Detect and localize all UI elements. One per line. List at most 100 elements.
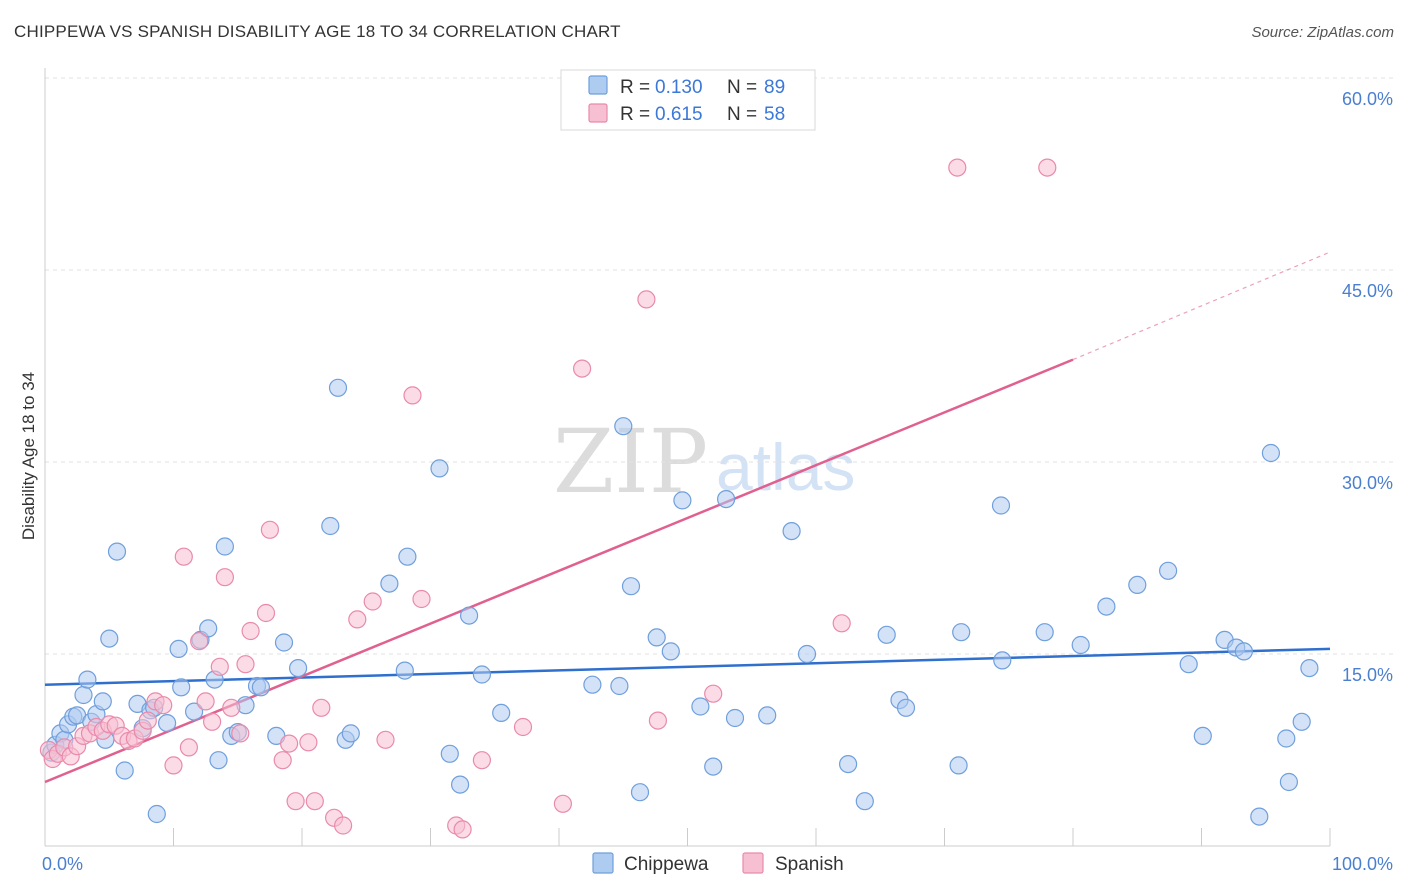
y-tick-label: 30.0% — [1342, 473, 1393, 493]
chippewa-point — [147, 804, 166, 824]
spanish-point — [256, 603, 276, 623]
spanish-point — [704, 684, 723, 703]
chippewa-point — [630, 783, 650, 802]
legend-n-value-chippewa: 89 — [764, 77, 785, 98]
chippewa-point — [1097, 597, 1116, 616]
spanish-point — [260, 520, 279, 539]
spanish-point — [190, 632, 209, 651]
spanish-point — [572, 359, 592, 378]
chippewa-point — [430, 459, 449, 478]
y-axis-label: Disability Age 18 to 34 — [19, 372, 38, 540]
spanish-point — [472, 751, 491, 770]
chippewa-point — [199, 619, 218, 638]
spanish-point — [305, 792, 324, 811]
spanish-point — [648, 711, 668, 730]
spanish-point — [553, 794, 573, 813]
chippewa-point — [341, 724, 360, 743]
chippewa-point — [877, 625, 896, 644]
series-legend: Chippewa Spanish — [592, 852, 844, 875]
chippewa-point — [185, 702, 204, 721]
chippewa-point — [704, 757, 723, 776]
chippewa-point — [1261, 443, 1281, 463]
spanish-point — [154, 696, 173, 715]
chippewa-point — [115, 761, 134, 780]
chippewa-point — [610, 676, 629, 696]
chippewa-point — [451, 775, 470, 794]
spanish-point — [412, 589, 431, 609]
legend-n-label-chippewa: N = — [727, 77, 757, 98]
chippewa-point — [1071, 635, 1090, 655]
spanish-point — [241, 621, 260, 641]
x-tick-label-min: 0.0% — [42, 854, 83, 874]
spanish-point — [174, 547, 193, 566]
chippewa-point — [647, 628, 666, 647]
legend-swatch-spanish — [588, 103, 608, 123]
chippewa-point — [158, 713, 177, 733]
spanish-point — [236, 655, 255, 674]
chippewa-point — [838, 754, 858, 774]
stats-legend: R = 0.130 N = 89 R = 0.615 N = 58 — [560, 69, 816, 131]
spanish-point — [280, 734, 299, 753]
chippewa-point — [621, 577, 641, 596]
spanish-point — [222, 698, 241, 717]
spanish-point — [203, 712, 222, 731]
legend-r-label-chippewa: R = — [620, 77, 650, 98]
chippewa-point — [673, 491, 692, 510]
chippewa-point — [1193, 726, 1212, 746]
spanish-point — [334, 816, 353, 835]
chippewa-point — [1234, 642, 1254, 661]
chippewa-point — [716, 490, 736, 509]
chippewa-point — [100, 629, 119, 648]
legend-r-value-chippewa: 0.130 — [655, 77, 703, 98]
y-tick-label: 45.0% — [1342, 281, 1393, 301]
spanish-point — [363, 592, 382, 611]
chippewa-point — [328, 378, 348, 397]
y-tick-label: 60.0% — [1342, 89, 1393, 109]
spanish-point — [348, 610, 367, 629]
spanish-point — [273, 751, 292, 770]
chippewa-point — [1128, 575, 1147, 595]
chippewa-point — [289, 658, 308, 678]
chippewa-point — [993, 651, 1012, 670]
chippewa-point — [395, 661, 414, 680]
legend-n-label-spanish: N = — [727, 104, 757, 125]
chippewa-point — [896, 698, 916, 717]
chippewa-point — [797, 644, 817, 664]
chippewa-point — [782, 521, 801, 541]
chippewa-point — [460, 606, 479, 625]
bottom-legend-label-chippewa: Chippewa — [624, 854, 709, 875]
chippewa-point — [169, 639, 188, 659]
chippewa-point — [691, 697, 710, 716]
y-tick-label: 15.0% — [1342, 665, 1393, 685]
chippewa-point — [614, 417, 633, 436]
bottom-legend-label-spanish: Spanish — [775, 854, 844, 875]
spanish-point — [196, 692, 215, 711]
chippewa-point — [440, 744, 459, 763]
spanish-point — [948, 158, 967, 177]
chippewa-point — [472, 665, 491, 684]
legend-r-label-spanish: R = — [620, 104, 650, 125]
chippewa-point — [1300, 658, 1319, 678]
bottom-legend-swatch-spanish — [742, 852, 764, 874]
chippewa-point — [1292, 712, 1311, 731]
spanish-point — [215, 568, 234, 587]
chippewa-point — [1250, 807, 1269, 826]
spanish-point — [1038, 158, 1057, 177]
spanish-point — [513, 717, 533, 737]
legend-swatch-chippewa — [588, 75, 608, 95]
spanish-point — [299, 733, 318, 752]
chippewa-point — [1158, 561, 1178, 580]
chippewa-point — [93, 692, 112, 711]
legend-n-value-spanish: 58 — [764, 104, 785, 125]
chippewa-point — [215, 537, 234, 556]
spanish-point — [231, 724, 250, 743]
chippewa-point — [74, 685, 93, 705]
chippewa-point — [661, 642, 680, 661]
chippewa-point — [1035, 623, 1054, 642]
legend-r-value-spanish: 0.615 — [655, 104, 703, 125]
spanish-point — [312, 698, 331, 717]
axes — [44, 68, 1331, 847]
spanish-point — [286, 792, 305, 811]
spanish-point — [832, 614, 851, 633]
